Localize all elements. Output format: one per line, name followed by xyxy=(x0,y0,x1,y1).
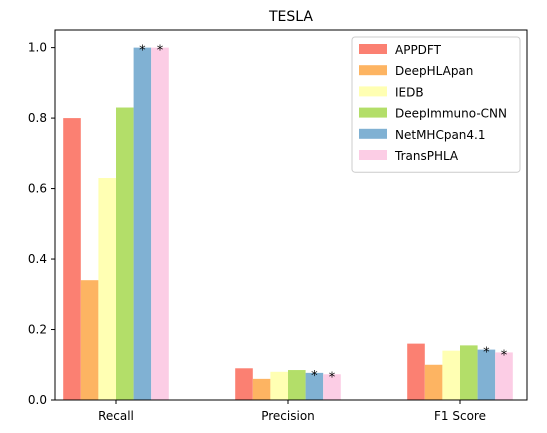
significance-mark: * xyxy=(501,348,508,363)
bar-deepimmuno-cnn-1 xyxy=(288,370,306,400)
legend-label: IEDB xyxy=(395,85,424,99)
x-axis: Recall Precision F1 Score xyxy=(98,400,486,423)
x-tick-label: Recall xyxy=(98,409,134,423)
legend-swatch xyxy=(359,65,387,76)
bar-iedb-2 xyxy=(442,350,460,400)
y-tick-label: 0.2 xyxy=(28,323,47,337)
legend-label: DeepHLApan xyxy=(395,64,473,78)
bar-appdft-1 xyxy=(235,368,253,400)
y-tick-label: 0.4 xyxy=(28,252,47,266)
significance-mark: * xyxy=(329,370,336,385)
y-tick-label: 0.0 xyxy=(28,393,47,407)
legend-swatch xyxy=(359,107,387,118)
bar-deephlapan-1 xyxy=(252,378,271,400)
legend-swatch xyxy=(359,44,387,54)
legend-swatch xyxy=(359,128,387,139)
legend: APPDFT DeepHLApan IEDB DeepImmuno-CNN NetMHC… xyxy=(351,36,521,173)
bar-iedb-1 xyxy=(270,371,288,400)
bar-netmhcpan4-1-2 xyxy=(477,349,496,400)
significance-mark: * xyxy=(139,44,146,59)
legend-swatch xyxy=(359,86,387,97)
bar-iedb-0 xyxy=(98,178,116,400)
significance-mark: * xyxy=(483,346,490,361)
y-tick-label: 0.6 xyxy=(28,182,47,196)
bar-deepimmuno-cnn-2 xyxy=(460,345,478,400)
bar-appdft-0 xyxy=(63,118,81,400)
bar-netmhcpan4-1-1 xyxy=(305,372,324,400)
x-tick-label: Precision xyxy=(261,409,315,423)
y-tick-label: 1.0 xyxy=(28,41,47,55)
bar-deephlapan-0 xyxy=(80,280,99,400)
legend-label: TransPHLA xyxy=(394,149,459,163)
bar-transphla-1 xyxy=(323,374,341,400)
legend-label: NetMHCpan4.1 xyxy=(395,128,485,142)
bar-transphla-2 xyxy=(495,352,513,400)
chart-title: TESLA xyxy=(268,9,313,25)
y-tick-label: 0.8 xyxy=(28,111,47,125)
legend-label: APPDFT xyxy=(395,43,442,57)
plot-frame xyxy=(54,29,528,401)
legend-swatch xyxy=(359,150,387,160)
bar-deephlapan-2 xyxy=(424,364,443,400)
bars-group: * * * * * * xyxy=(63,44,513,401)
x-tick-label: F1 Score xyxy=(434,409,486,423)
significance-mark: * xyxy=(311,369,318,384)
bar-appdft-2 xyxy=(407,343,425,400)
legend-label: DeepImmuno-CNN xyxy=(395,107,507,121)
y-axis: 0.0 0.2 0.4 0.6 0.8 1.0 xyxy=(28,41,55,407)
bar-deepimmuno-cnn-0 xyxy=(116,107,134,401)
bar-netmhcpan4-1-0 xyxy=(133,47,152,400)
legend-box xyxy=(351,36,521,173)
bar-transphla-0 xyxy=(151,47,169,400)
significance-mark: * xyxy=(157,44,164,59)
